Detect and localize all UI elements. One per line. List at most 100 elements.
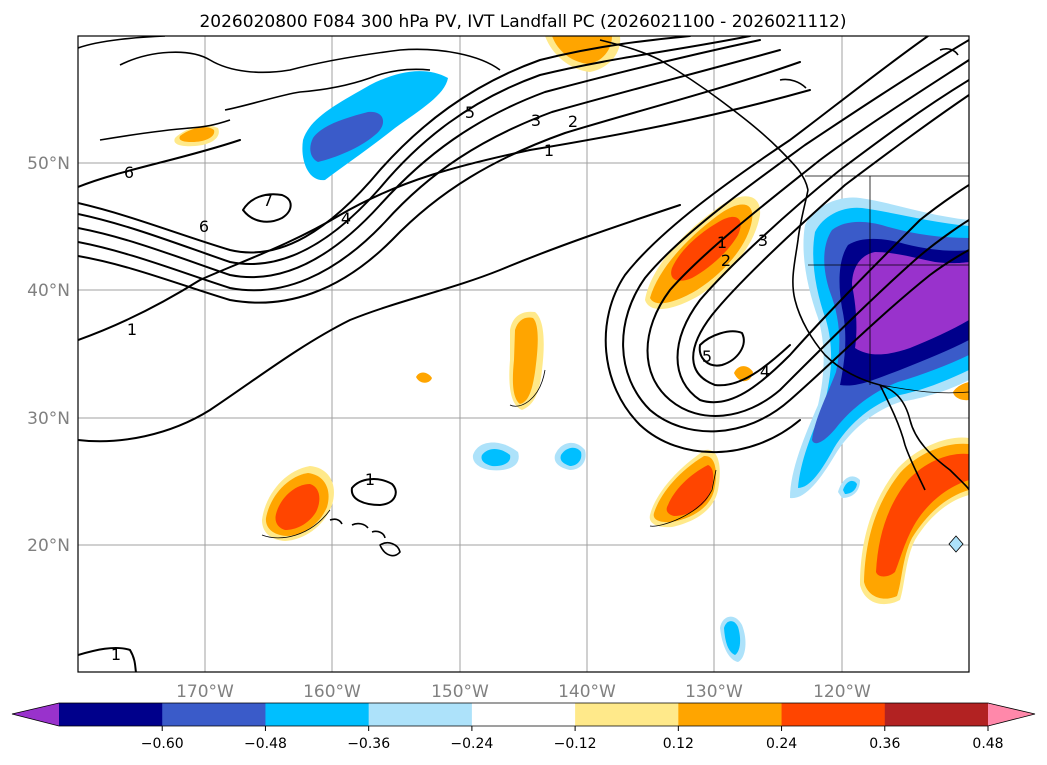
pv-contour-3	[78, 49, 781, 292]
colorbar-segment	[471, 703, 576, 726]
colorbar-segments	[59, 703, 989, 726]
pv-cutoff-2	[604, 36, 929, 454]
lat-label-40n: 40°N	[27, 281, 70, 301]
coast-alaska-south	[119, 48, 501, 74]
coast-hawaii-maui	[371, 530, 386, 539]
pv-contour-6-north	[78, 139, 241, 188]
pv-label-6b: 6	[199, 217, 209, 236]
border-us-mexico	[879, 384, 969, 394]
coast-hawaii-big-island	[379, 542, 401, 557]
pv-contour-4	[78, 39, 761, 279]
pv-label-6a: 6	[124, 163, 134, 182]
lat-label-50n: 50°N	[27, 154, 70, 174]
lon-label-170w: 170°W	[176, 682, 234, 702]
pv-label-2a: 2	[568, 112, 578, 131]
pv-contour-2	[78, 61, 801, 304]
ivt-speck-east	[953, 382, 969, 401]
lon-label-120w: 120°W	[813, 682, 871, 702]
colorbar-ticks: −0.60 −0.48 −0.36 −0.24 −0.12 0.12 0.24 0.36 0.4…	[141, 726, 1004, 752]
pv-label-1a: 1	[544, 141, 554, 160]
pv-cutoff-3	[692, 94, 969, 387]
colorbar-tick-label: −0.36	[347, 736, 390, 752]
colorbar-segment	[884, 703, 989, 726]
ivt-region-sw-us-core	[852, 252, 969, 355]
colorbar-tick-label: 0.48	[972, 736, 1003, 752]
coast-alaska-peninsula	[224, 68, 431, 111]
colorbar: −0.60 −0.48 −0.36 −0.24 −0.12 0.12 0.24 0.36 0.4…	[11, 702, 1036, 752]
colorbar-tick-label: 0.36	[869, 736, 900, 752]
ivt-core-gulf-of-alaska	[310, 111, 384, 162]
colorbar-tick-label: −0.60	[141, 736, 184, 752]
pv-label-5a: 5	[465, 103, 475, 122]
pv-label-4a: 4	[341, 209, 351, 228]
ivt-blob-118w	[843, 480, 857, 494]
pv-loop-south-1	[350, 478, 397, 506]
colorbar-tick-label: −0.24	[450, 736, 493, 752]
coast-hawaii-kauai	[329, 518, 343, 525]
ivt-blob-130w-south	[724, 621, 741, 655]
colorbar-segment	[368, 703, 473, 726]
ivt-outlines	[261, 369, 717, 539]
ivt-outline-b	[261, 509, 331, 539]
pv-label-1b: 1	[127, 320, 137, 339]
colorbar-extend-right	[988, 703, 1035, 726]
pv-contour-1-south	[78, 204, 681, 443]
map-frame	[77, 35, 970, 673]
pv-label-3a: 3	[531, 111, 541, 130]
colorbar-extend-left	[12, 703, 59, 726]
coast-aleutians	[99, 119, 231, 141]
pv-contour-1	[78, 89, 811, 341]
pv-label-7: 7	[263, 191, 273, 210]
colorbar-tick-label: −0.12	[554, 736, 597, 752]
pv-label-2b: 2	[721, 251, 731, 270]
pv-cutoff-4	[676, 79, 969, 404]
pv-cutoff-center	[698, 330, 745, 367]
colorbar-segment	[162, 703, 266, 726]
figure-title: 2026020800 F084 300 hPa PV, IVT Landfall…	[199, 12, 846, 32]
coast-island-a	[779, 78, 807, 89]
coast-island-b	[939, 48, 959, 56]
pv-contours	[78, 36, 969, 672]
coast-west-us	[792, 189, 969, 491]
pv-contour-1-sw	[78, 646, 137, 672]
pv-label-3b: 3	[758, 231, 768, 250]
colorbar-segment	[678, 703, 783, 726]
longitude-labels: 170°W 160°W 150°W 140°W 130°W 120°W	[176, 682, 871, 702]
lat-label-20n: 20°N	[27, 536, 70, 556]
pv-contour-7	[242, 193, 292, 223]
coastlines	[78, 36, 969, 557]
pv-contour-labels: 6 7 6 4 5 3 2 1 1 1 1 1 2 3 5 4	[111, 103, 770, 664]
coast-hawaii-oahu	[351, 522, 369, 529]
pv-contour-6	[78, 36, 691, 254]
ivt-core-offshore-oregon	[671, 216, 741, 281]
ivt-core-163w	[275, 484, 320, 530]
ivt-speck-diamond	[948, 535, 964, 553]
ivt-arc-mexico-core	[876, 453, 969, 577]
pv-label-5b: 5	[702, 347, 712, 366]
pv-contour-5	[78, 36, 751, 266]
colorbar-segment	[575, 703, 679, 726]
colorbar-tick-label: −0.48	[244, 736, 287, 752]
colorbar-segment	[781, 703, 886, 726]
lon-label-130w: 130°W	[685, 682, 743, 702]
pv-label-1c: 1	[365, 470, 375, 489]
colorbar-outline	[11, 702, 1036, 727]
coast-se-alaska-bc	[599, 39, 809, 191]
ivt-outline-c	[509, 369, 546, 407]
lon-label-140w: 140°W	[558, 682, 616, 702]
ivt-blob-148w	[481, 449, 511, 467]
pv-label-1e: 1	[717, 233, 727, 252]
lat-label-30n: 30°N	[27, 409, 70, 429]
colorbar-tick-label: 0.12	[663, 736, 694, 752]
pv-cutoff-5	[646, 59, 969, 417]
ivt-strip-mid-pacific	[512, 317, 538, 404]
latitude-labels: 50°N 40°N 30°N 20°N	[27, 154, 70, 556]
pv-label-4b: 4	[760, 362, 770, 381]
pv-cutoff-6	[622, 39, 969, 433]
colorbar-segment	[59, 703, 163, 726]
ivt-blob-aleutian	[179, 127, 215, 142]
ivt-blob-141w	[560, 447, 582, 466]
ivt-speck-153w	[416, 372, 432, 383]
coast-baja	[879, 384, 926, 491]
